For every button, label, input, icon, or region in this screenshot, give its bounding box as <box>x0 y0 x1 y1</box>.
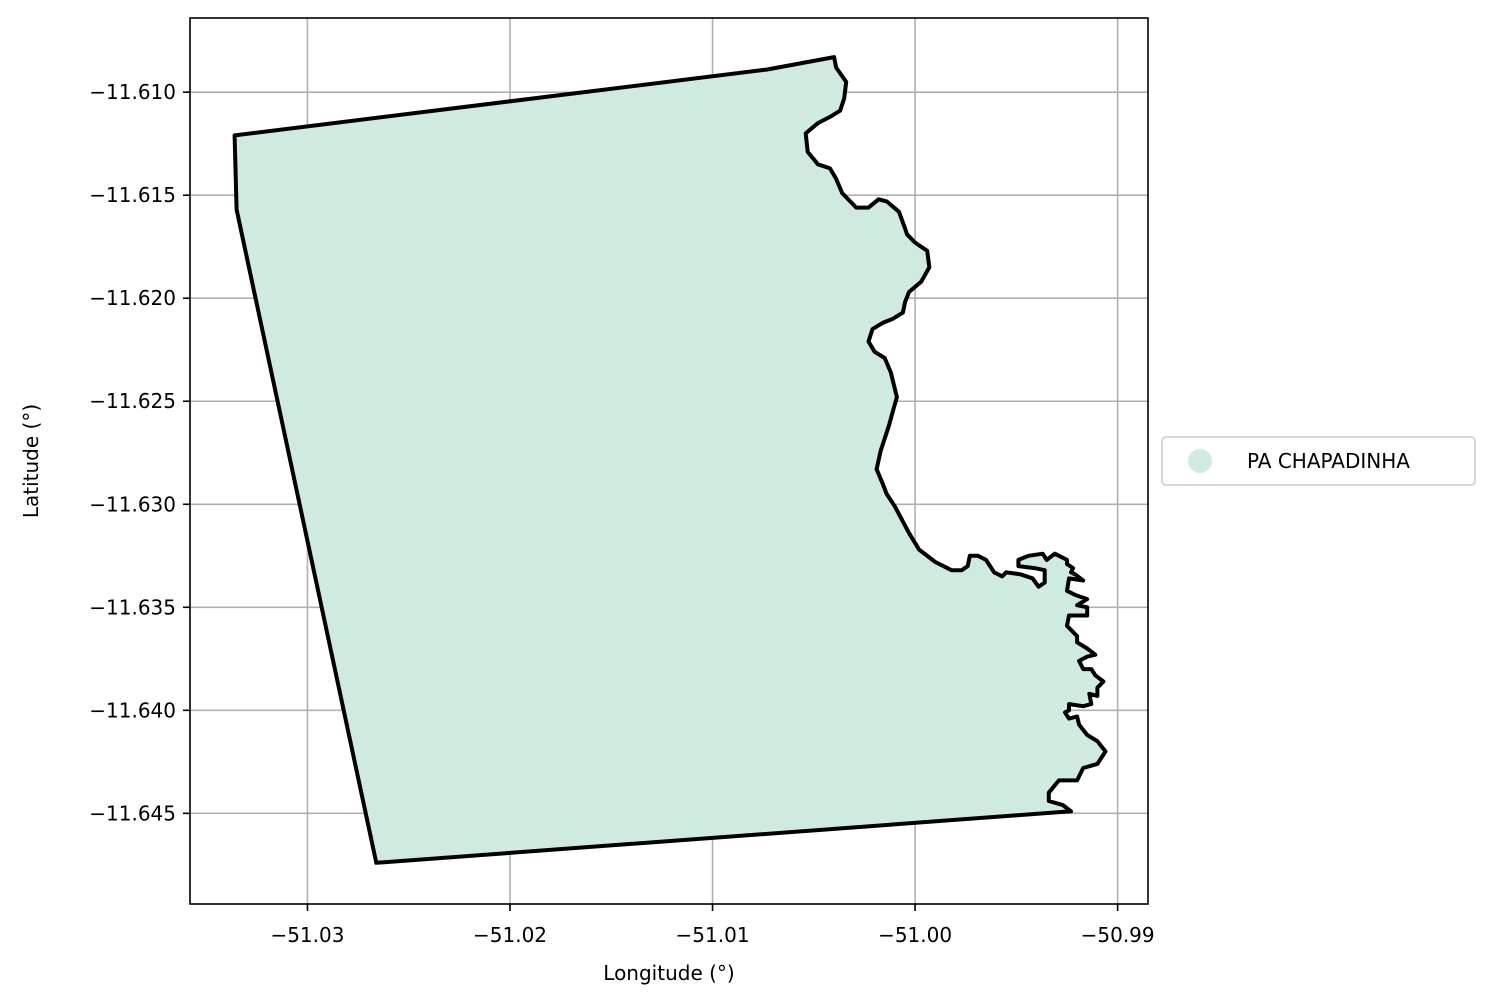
x-tick-label: −50.99 <box>1081 923 1155 947</box>
x-tick-label: −51.03 <box>270 923 344 947</box>
x-tick-label: −51.02 <box>473 923 547 947</box>
plot-area <box>232 55 1108 865</box>
axes-frame <box>189 17 1149 905</box>
y-tick-label: −11.640 <box>89 698 176 722</box>
legend-label: PA CHAPADINHA <box>1247 449 1410 473</box>
region-polygon-pa-chapadinha <box>232 55 1108 865</box>
legend: PA CHAPADINHA <box>1161 436 1476 486</box>
legend-box <box>1161 436 1476 486</box>
y-tick-label: −11.615 <box>89 183 176 207</box>
y-axis-label: Latitude (°) <box>19 404 43 518</box>
legend-marker <box>1188 449 1212 473</box>
x-axis-label: Longitude (°) <box>603 961 734 985</box>
x-tick-label: −51.00 <box>878 923 952 947</box>
x-tick-label: −51.01 <box>676 923 750 947</box>
y-tick-label: −11.625 <box>89 389 176 413</box>
y-tick-label: −11.620 <box>89 286 176 310</box>
y-tick-label: −11.630 <box>89 492 176 516</box>
x-axis-ticks: −51.03 −51.02 −51.01 −51.00 −50.99 <box>270 904 1155 947</box>
y-tick-label: −11.645 <box>89 801 176 825</box>
y-tick-label: −11.635 <box>89 595 176 619</box>
y-axis-ticks: −11.610 −11.615 −11.620 −11.625 −11.630 −11.6… <box>89 80 190 825</box>
y-tick-label: −11.610 <box>89 80 176 104</box>
